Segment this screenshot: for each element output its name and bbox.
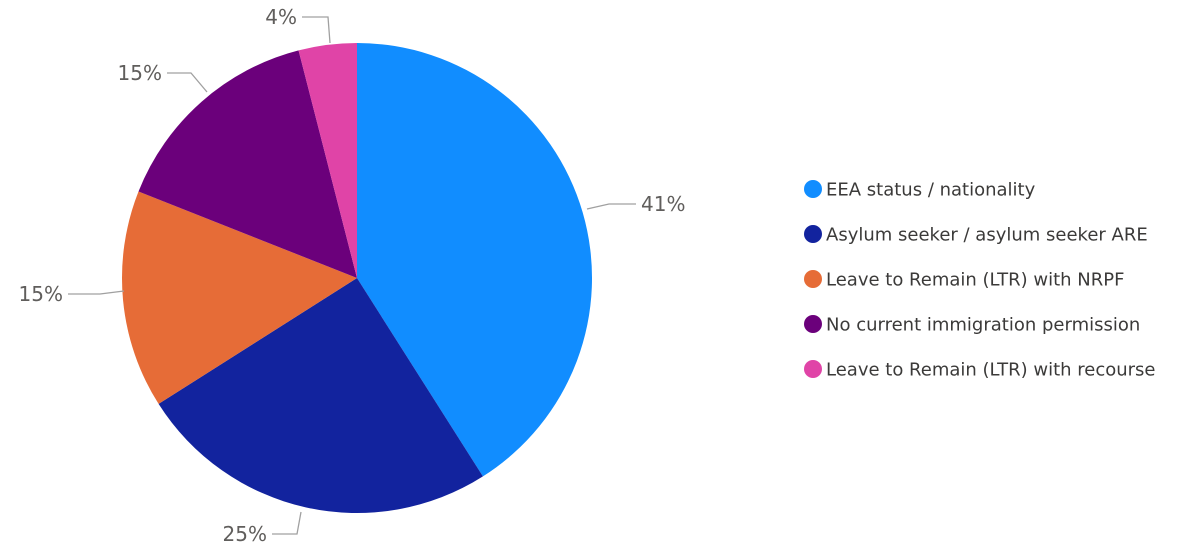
- legend-marker: [804, 360, 822, 378]
- legend-label: EEA status / nationality: [826, 180, 1036, 201]
- legend-label: Leave to Remain (LTR) with NRPF: [826, 270, 1124, 291]
- data-label: 25%: [223, 522, 267, 546]
- pie-slice[interactable]: [298, 43, 357, 278]
- legend-item[interactable]: No current immigration permission: [804, 315, 1140, 336]
- leader-line: [586, 203, 636, 210]
- data-labels-layer: 41% 25% 15% 15% 4%: [19, 5, 686, 546]
- legend-marker: [804, 315, 822, 333]
- leader-line: [68, 290, 125, 295]
- legend-item[interactable]: Leave to Remain (LTR) with NRPF: [804, 270, 1124, 291]
- data-label: 4%: [265, 5, 297, 29]
- legend-item[interactable]: Leave to Remain (LTR) with recourse: [804, 360, 1156, 381]
- leader-line: [272, 511, 302, 535]
- legend-marker: [804, 180, 822, 198]
- pie-slice[interactable]: [158, 278, 483, 514]
- data-label: 41%: [641, 192, 685, 216]
- pie-slice[interactable]: [138, 50, 358, 278]
- legend-item[interactable]: EEA status / nationality: [804, 180, 1036, 201]
- legend: EEA status / nationality Asylum seeker / …: [804, 180, 1156, 381]
- leader-line: [167, 72, 208, 93]
- legend-label: No current immigration permission: [826, 315, 1140, 336]
- legend-item[interactable]: Asylum seeker / asylum seeker ARE: [804, 225, 1148, 246]
- legend-marker: [804, 225, 822, 243]
- legend-marker: [804, 270, 822, 288]
- legend-label: Asylum seeker / asylum seeker ARE: [826, 225, 1148, 246]
- legend-label: Leave to Remain (LTR) with recourse: [826, 360, 1156, 381]
- slices-layer: [121, 43, 593, 514]
- pie-slice[interactable]: [121, 191, 357, 404]
- leader-lines-layer: [68, 16, 636, 535]
- data-label: 15%: [118, 61, 162, 85]
- data-label: 15%: [19, 282, 63, 306]
- pie-slice[interactable]: [357, 43, 593, 477]
- leader-line: [302, 16, 331, 44]
